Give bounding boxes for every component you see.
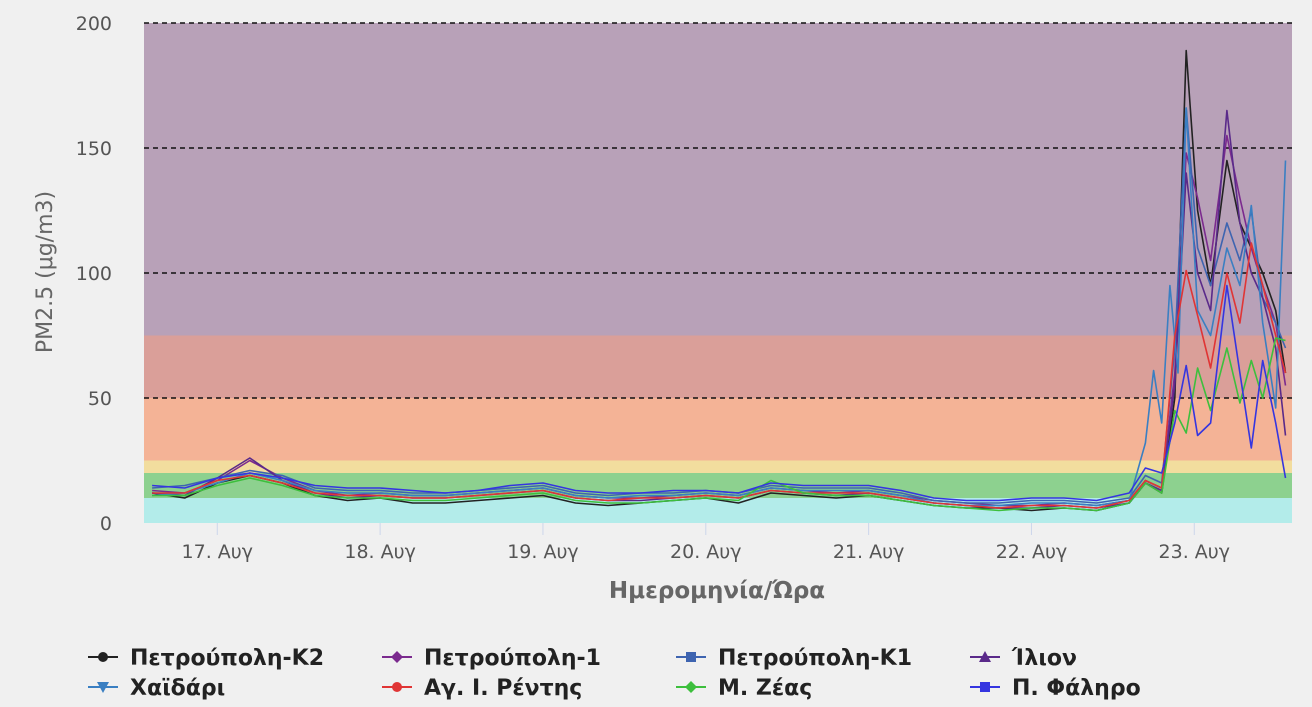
- x-tick-label: 20. Αυγ: [670, 541, 742, 563]
- y-axis-ticks: 0 50 100 150 200: [76, 13, 112, 535]
- legend-item: Χαϊδάρι: [88, 676, 225, 701]
- y-axis-title: PM2.5 (μg/m3): [33, 191, 58, 353]
- y-tick-label: 50: [88, 388, 112, 410]
- legend-marker-icon: [392, 682, 402, 692]
- series-line-7: [152, 284, 1287, 502]
- y-tick-label: 100: [76, 263, 112, 285]
- legend-marker-icon: [686, 652, 696, 662]
- x-tick-label: 18. Αυγ: [344, 541, 416, 563]
- band-5: [144, 23, 1292, 336]
- legend-marker-icon: [979, 651, 991, 662]
- x-tick-label: 22. Αυγ: [996, 541, 1068, 563]
- legend-marker-icon: [391, 651, 403, 663]
- y-tick-label: 200: [76, 13, 112, 35]
- legend-marker-icon: [980, 682, 990, 692]
- series-layer: [151, 49, 1287, 512]
- x-tick-label: 17. Αυγ: [182, 541, 254, 563]
- legend-marker-icon: [98, 652, 108, 662]
- legend-label: Πετρούπολη-Κ1: [718, 646, 912, 671]
- legend-item: Πετρούπολη-Κ1: [676, 646, 912, 671]
- series-line-4: [152, 107, 1287, 507]
- x-tick-marks: [216, 523, 1195, 535]
- x-tick-label: 19. Αυγ: [507, 541, 579, 563]
- legend-label: Ίλιον: [1011, 646, 1077, 671]
- legend-item: Πετρούπολη-Κ2: [88, 646, 324, 671]
- legend-item: Π. Φάληρο: [970, 676, 1141, 701]
- band-3: [144, 398, 1292, 461]
- legend-label: Π. Φάληρο: [1012, 676, 1141, 701]
- series-line-5: [152, 242, 1287, 509]
- gridlines: [144, 22, 1292, 399]
- x-tick-label: 23. Αυγ: [1159, 541, 1231, 563]
- legend-marker-icon: [97, 682, 109, 693]
- band-2: [144, 460, 1292, 473]
- legend-label: Πετρούπολη-Κ2: [130, 646, 324, 671]
- series-line-6: [152, 337, 1286, 512]
- band-4: [144, 335, 1292, 398]
- y-tick-label: 150: [76, 138, 112, 160]
- legend-label: Χαϊδάρι: [130, 676, 225, 701]
- legend-item: Αγ. Ι. Ρέντης: [382, 676, 582, 701]
- y-tick-label: 0: [100, 513, 112, 535]
- legend-item: Μ. Ζέας: [676, 676, 812, 701]
- x-axis-ticks: 17. Αυγ 18. Αυγ 19. Αυγ 20. Αυγ 21. Αυγ 22. Α…: [182, 541, 1231, 563]
- legend-item: Πετρούπολη-1: [382, 646, 601, 671]
- legend: Πετρούπολη-Κ2 Πετρούπολη-1 Πετρούπολη-Κ1 Ίλ…: [88, 646, 1141, 701]
- x-tick-label: 21. Αυγ: [833, 541, 905, 563]
- legend-label: Μ. Ζέας: [718, 676, 812, 701]
- legend-item: Ίλιον: [970, 646, 1077, 671]
- series-line-2: [152, 107, 1287, 504]
- legend-marker-icon: [685, 681, 697, 693]
- x-axis-title: Ημερομηνία/Ώρα: [609, 578, 825, 604]
- legend-label: Αγ. Ι. Ρέντης: [424, 676, 582, 701]
- legend-label: Πετρούπολη-1: [424, 646, 601, 671]
- concentration-bands: [144, 23, 1292, 523]
